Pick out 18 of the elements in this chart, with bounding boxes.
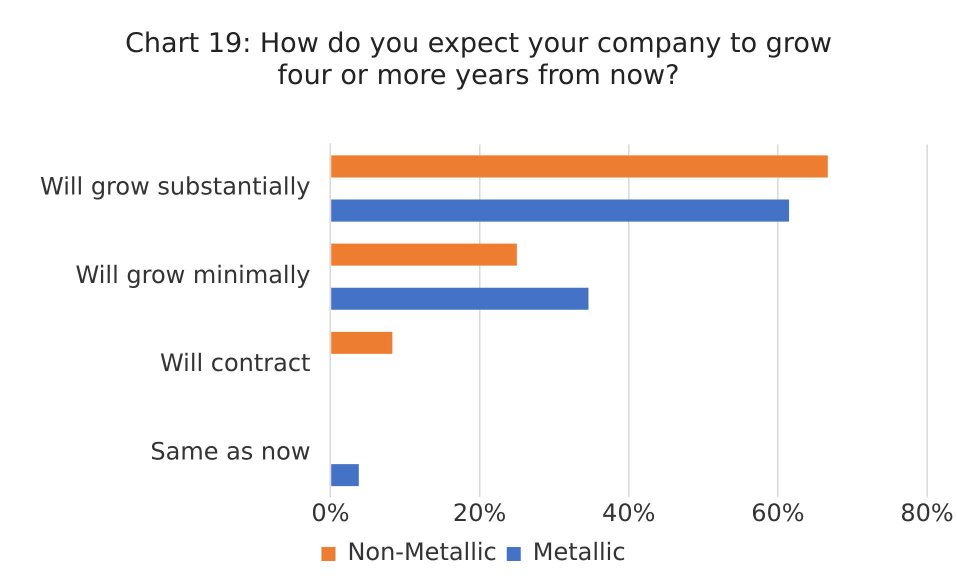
legend-label: Metallic [532, 538, 626, 566]
x-tick-label: 0% [311, 498, 350, 527]
chart-title: Chart 19: How do you expect your company to grow four or more years from now? [124, 28, 833, 92]
bar [331, 155, 828, 178]
y-tick-label: Same as now [150, 437, 310, 466]
x-tick-label: 20% [452, 498, 506, 527]
y-tick-label: Will grow minimally [76, 260, 310, 289]
legend-label: Non-Metallic [347, 538, 497, 566]
x-tick-label: 80% [900, 498, 954, 527]
bar [331, 244, 517, 266]
bar [331, 332, 392, 354]
y-tick-label: Will grow substantially [40, 172, 310, 201]
x-tick-label: 40% [602, 498, 656, 527]
bar [331, 200, 790, 222]
y-tick-label: Will contract [160, 349, 310, 378]
x-tick-label: 60% [751, 498, 805, 527]
bar [331, 464, 359, 486]
bar [331, 288, 588, 310]
